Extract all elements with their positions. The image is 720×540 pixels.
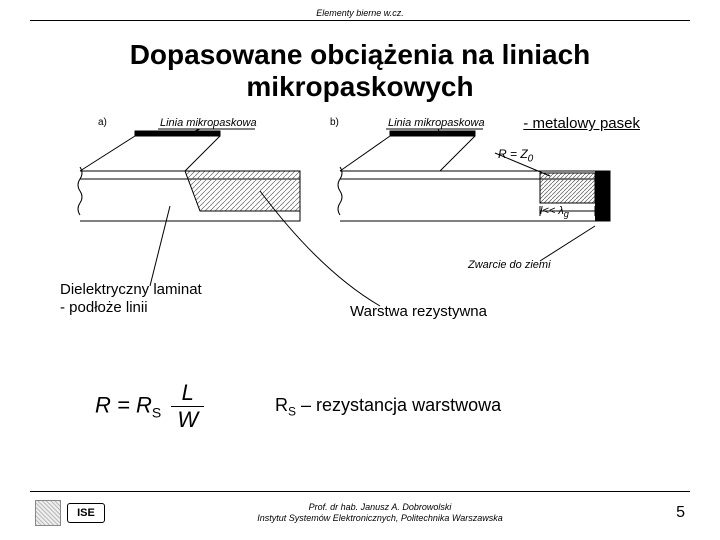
formula-fraction: L W xyxy=(171,380,204,433)
header-course-title: Elementy bierne w.cz. xyxy=(0,0,720,18)
linia-a-label: Linia mikropaskowa xyxy=(160,117,257,129)
rs-rest: – rezystancja warstwowa xyxy=(296,395,501,415)
lambda-label: l<< λg xyxy=(540,205,569,219)
panel-a-label: a) xyxy=(98,117,107,128)
page-title: Dopasowane obciążenia na liniach mikropa… xyxy=(40,39,680,103)
lambda-sub: g xyxy=(564,210,569,220)
rs-sub: S xyxy=(288,405,296,419)
rs-description: RS – rezystancja warstwowa xyxy=(275,395,501,419)
rs-pre: R xyxy=(275,395,288,415)
panel-b-label: b) xyxy=(330,117,339,128)
resistance-formula: R = RS L W xyxy=(95,380,204,433)
ise-logo-icon: ISE xyxy=(67,503,105,523)
page-number: 5 xyxy=(655,504,685,522)
linia-b-label: Linia mikropaskowa xyxy=(388,117,485,129)
footer-logos: ISE xyxy=(35,500,105,526)
header-divider xyxy=(30,20,690,21)
footer: ISE Prof. dr hab. Janusz A. Dobrowolski … xyxy=(0,500,720,526)
footer-author: Prof. dr hab. Janusz A. Dobrowolski xyxy=(105,502,655,513)
diagram-container: a) Linia mikropaskowa b) Linia mikropask… xyxy=(40,111,680,341)
formula-Rs: R xyxy=(136,392,152,417)
dielectric-label: Dielektryczny laminat - podłoże linii xyxy=(60,281,202,317)
r-equals-z-label: R = Z0 xyxy=(498,147,533,164)
rz-text: R = Z xyxy=(498,147,528,161)
formula-numerator: L xyxy=(171,380,204,407)
metal-strip-label: - metalowy pasek xyxy=(523,115,640,132)
resistive-layer-label: Warstwa rezystywna xyxy=(350,303,487,320)
ground-short-label: Zwarcie do ziemi xyxy=(468,259,551,271)
formula-R: R xyxy=(95,392,111,417)
formula-Rs-sub: S xyxy=(152,405,161,421)
footer-divider xyxy=(30,491,690,492)
dielectric-line2: - podłoże linii xyxy=(60,299,148,316)
lambda-text: l<< λ xyxy=(540,205,564,217)
footer-attribution: Prof. dr hab. Janusz A. Dobrowolski Inst… xyxy=(105,502,655,524)
rz-sub: 0 xyxy=(528,154,534,165)
formula-denominator: W xyxy=(171,407,204,433)
dielectric-line1: Dielektryczny laminat xyxy=(60,281,202,298)
footer-institute: Instytut Systemów Elektronicznych, Polit… xyxy=(105,513,655,524)
university-crest-icon xyxy=(35,500,61,526)
